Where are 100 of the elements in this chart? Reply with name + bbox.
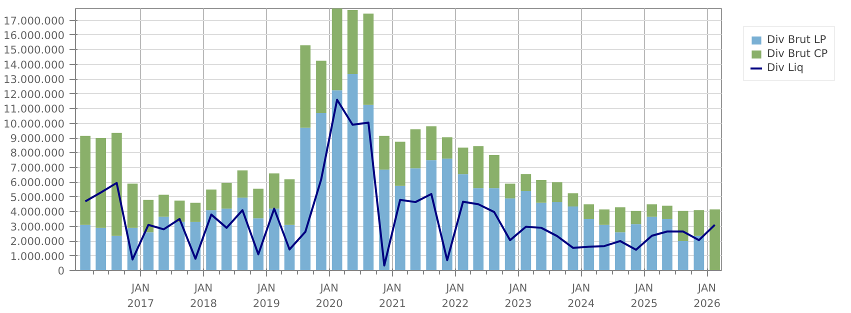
bar [489, 188, 500, 270]
bar [458, 148, 468, 174]
y-tick-label: 5.000.000 [10, 190, 65, 204]
bar [426, 160, 436, 270]
bar [269, 173, 280, 209]
bar [536, 202, 546, 270]
bar [300, 128, 311, 270]
bar [112, 132, 122, 236]
bar [520, 191, 532, 270]
x-tick-label: JAN 2018 [190, 282, 218, 310]
bar [379, 136, 390, 170]
bar [269, 208, 280, 270]
y-tick-label: 13.000.000 [3, 73, 65, 86]
bar [426, 126, 436, 160]
bar [127, 184, 138, 228]
bar [615, 207, 626, 232]
bar [584, 218, 594, 270]
y-tick-label: 0 [58, 264, 65, 278]
bar [363, 104, 374, 270]
bar [174, 222, 185, 270]
bar [615, 232, 626, 270]
bar [568, 193, 578, 206]
legend-label: Div Brut CP [767, 47, 828, 60]
bar [458, 174, 468, 270]
bar [552, 182, 562, 202]
bar [332, 8, 342, 90]
x-tick-label: JAN 2025 [630, 282, 658, 310]
bar [410, 129, 421, 168]
bar [473, 146, 484, 188]
bar [221, 182, 232, 209]
bar [143, 200, 154, 232]
bar [630, 210, 642, 224]
y-tick-label: 16.000.000 [3, 28, 65, 42]
bar [552, 202, 562, 270]
y-tick-label: 7.000.000 [10, 161, 65, 174]
legend-label: Div Liq [767, 61, 804, 74]
bar [300, 45, 311, 128]
y-tick-label: 3.000.000 [10, 220, 65, 234]
y-tick-label: 4.000.000 [10, 206, 65, 219]
bar [504, 198, 516, 270]
bar [599, 209, 610, 225]
bar [206, 210, 216, 270]
bar [206, 190, 216, 210]
bar [237, 198, 248, 270]
x-tick-label: JAN 2017 [127, 282, 154, 310]
bar [568, 206, 578, 270]
bar [394, 186, 406, 270]
bar [253, 188, 264, 218]
x-tick-label: JAN 2022 [442, 282, 469, 310]
bar [158, 216, 169, 270]
y-tick-label: 8.000.000 [10, 146, 65, 160]
y-tick-label: 14.000.000 [3, 58, 65, 72]
bar [442, 137, 452, 159]
bar [584, 204, 594, 219]
bar [80, 136, 90, 225]
legend-label: Div Brut LP [767, 33, 826, 46]
x-tick-label: JAN 2024 [568, 282, 595, 310]
bar [394, 142, 406, 186]
bar [662, 218, 672, 270]
y-tick-label: 9.000.000 [10, 132, 65, 146]
line-series [84, 98, 716, 266]
y-tick-label: 12.000.000 [3, 88, 65, 101]
bar [694, 210, 704, 236]
bar [630, 224, 642, 270]
bar [536, 180, 546, 203]
bar [347, 74, 358, 270]
bar [332, 90, 342, 270]
bar [489, 154, 500, 188]
bar [316, 60, 326, 114]
x-tick-label: JAN 2026 [693, 282, 721, 310]
bar [599, 224, 610, 270]
y-tick-label: 2.000.000 [10, 235, 65, 248]
bar [473, 188, 484, 270]
x-tick-label: JAN 2023 [504, 282, 532, 310]
bar [284, 179, 295, 225]
bar [221, 208, 232, 270]
bar [143, 232, 154, 270]
bar [662, 206, 672, 219]
y-tick-label: 1.000.000 [10, 250, 65, 263]
y-tick-label: 15.000.000 [3, 44, 65, 57]
y-tick-label: 17.000.000 [3, 14, 65, 28]
bar [96, 138, 106, 228]
y-tick-label: 10.000.000 [3, 117, 65, 130]
x-tick-label: JAN 2021 [378, 282, 406, 310]
bar [96, 228, 106, 270]
bar [112, 236, 122, 270]
bar [710, 209, 720, 270]
bar [237, 170, 248, 198]
bar [678, 241, 688, 270]
y-tick-label: 6.000.000 [10, 176, 65, 190]
bar [316, 113, 326, 270]
bar [158, 194, 169, 217]
bar [347, 10, 358, 74]
x-tick-label: JAN 2020 [316, 282, 344, 310]
x-tick-label: JAN 2019 [252, 282, 280, 310]
bar [190, 202, 201, 222]
y-tick-label: 11.000.000 [3, 102, 65, 116]
bar [646, 204, 658, 217]
bar [442, 158, 452, 270]
bar [80, 224, 90, 270]
